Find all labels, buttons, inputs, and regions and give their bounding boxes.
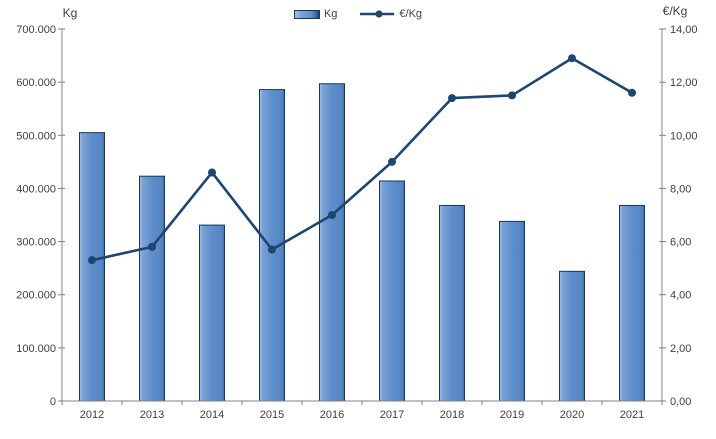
left-axis-tick-label: 700.000 [16,24,56,36]
left-axis-tick-label: 400.000 [16,183,56,195]
x-axis-label: 2018 [440,409,464,421]
bar-2013 [139,175,165,402]
x-axis-label: 2013 [140,409,164,421]
price-marker-2020 [568,54,576,63]
bar-2019 [499,220,525,402]
bar-2020 [559,270,585,402]
price-marker-2021 [628,88,636,97]
price-marker-2015 [268,245,276,254]
legend-label-kg: Kg [323,8,338,20]
price-marker-2018 [448,94,456,103]
x-axis-label: 2012 [80,409,104,421]
bar-2012 [79,132,105,402]
right-axis-tick-label: 10,00 [670,130,698,142]
left-axis-tick-label: 500.000 [16,130,56,142]
price-marker-2019 [508,91,516,100]
bar-2014 [199,224,225,402]
legend-item-eur-kg: €/Kg [359,8,422,20]
right-axis-tick-label: 2,00 [670,343,691,355]
left-axis-tick-label: 200.000 [16,290,56,302]
x-axis-label: 2015 [260,409,284,421]
legend-item-kg: Kg [293,8,338,20]
left-axis-tick-label: 100.000 [16,343,56,355]
left-axis-tick-label: 300.000 [16,237,56,249]
right-axis-tick-label: 0,00 [670,396,691,408]
left-axis-tick-label: 0 [50,396,56,408]
x-axis-label: 2016 [320,409,344,421]
right-axis-tick-label: 8,00 [670,183,691,195]
x-axis-label: 2021 [620,409,644,421]
x-axis-label: 2019 [500,409,524,421]
bar-2021 [619,204,645,402]
right-axis-tick-label: 14,00 [670,24,698,36]
x-axis-label: 2020 [560,409,584,421]
x-axis-label: 2017 [380,409,404,421]
right-axis-tick-label: 6,00 [670,237,691,249]
bar-2017 [379,180,405,402]
right-axis-tick-label: 12,00 [670,77,698,89]
x-axis-label: 2014 [200,409,224,421]
legend-label-eur-kg: €/Kg [399,8,423,20]
price-line [90,56,634,262]
price-marker-2014 [208,168,216,177]
left-axis-tick-label: 600.000 [16,77,56,89]
price-marker-2013 [148,242,156,251]
bar-series-swatch-icon [293,9,320,19]
legend: Kg €/Kg [0,8,716,20]
price-marker-2012 [88,256,96,265]
bar-2016 [319,83,345,402]
line-series-swatch-icon [360,10,395,18]
left-axis-title: Kg [62,6,78,20]
price-marker-2017 [388,157,396,166]
price-marker-2016 [328,211,336,219]
right-axis-title: €/Kg [662,4,688,18]
right-axis-tick-label: 4,00 [670,290,691,302]
bar-2018 [439,204,465,402]
